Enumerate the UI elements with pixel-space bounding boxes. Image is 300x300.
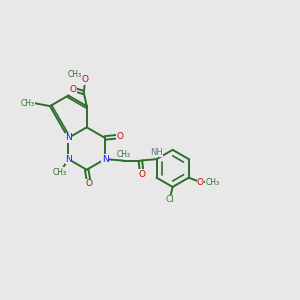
Text: N: N — [102, 154, 108, 164]
Text: O: O — [138, 169, 146, 178]
Text: O: O — [116, 132, 123, 141]
Text: NH: NH — [150, 148, 163, 157]
Text: CH₃: CH₃ — [205, 178, 219, 187]
Text: CH₃: CH₃ — [20, 99, 35, 108]
Text: N: N — [65, 134, 72, 142]
Text: N: N — [65, 154, 72, 164]
Text: O: O — [69, 85, 76, 94]
Text: O: O — [82, 75, 89, 84]
Text: CH₂: CH₂ — [116, 150, 130, 159]
Text: O: O — [85, 179, 92, 188]
Text: CH₃: CH₃ — [68, 70, 82, 79]
Text: CH₃: CH₃ — [53, 168, 67, 177]
Text: Cl: Cl — [165, 195, 174, 204]
Text: O: O — [197, 178, 204, 187]
